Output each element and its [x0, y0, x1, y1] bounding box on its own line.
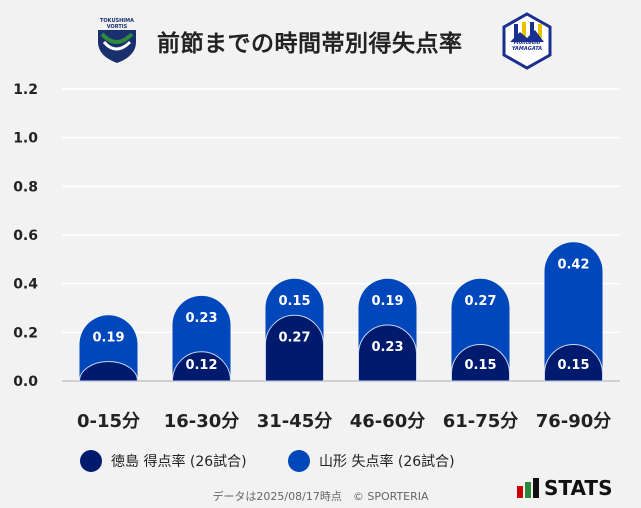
bar-away-conceded — [544, 242, 603, 381]
data-label-away: 0.19 — [92, 330, 124, 345]
legend-label-away: 山形 失点率 (26試合) — [319, 454, 455, 470]
data-label-away: 0.19 — [371, 294, 403, 309]
x-tick-label: 46-60分 — [350, 411, 426, 432]
y-tick-label: 1.2 — [13, 82, 38, 98]
legend-swatch-away — [288, 450, 310, 472]
home-team-logo — [98, 30, 136, 63]
legend-item-away: 山形 失点率 (26試合) — [288, 450, 455, 472]
bar-home-scored — [78, 361, 139, 382]
bar-chart: 0.0 0.2 0.4 0.6 0.8 1.0 1.2 0.19 0-15分 0.23 0.12 16… — [13, 82, 620, 432]
x-tick-label: 31-45分 — [257, 411, 333, 432]
away-logo-text: Montedio YAMAGATA — [511, 40, 543, 52]
data-label-away: 0.42 — [557, 257, 589, 272]
stats-brand: STATS — [517, 476, 612, 500]
stats-logo-icon — [517, 478, 539, 498]
y-tick-label: 0.2 — [13, 325, 38, 341]
x-tick-label: 76-90分 — [536, 411, 612, 432]
y-tick-label: 0.6 — [13, 228, 38, 244]
bar-home-scored — [172, 351, 231, 382]
y-tick-label: 1.0 — [13, 131, 38, 147]
y-tick-label: 0.0 — [13, 374, 38, 390]
bar-home-scored — [358, 324, 417, 382]
x-tick-label: 0-15分 — [77, 411, 140, 432]
stats-brand-text: STATS — [544, 476, 613, 500]
data-label-home: 0.15 — [464, 358, 496, 373]
away-team-logo — [502, 12, 552, 70]
chart-title: 前節までの時間帯別得失点率 — [157, 31, 463, 57]
data-label-away: 0.15 — [278, 294, 310, 309]
footer-note: データは2025/08/17時点 © SPORTERIA — [212, 490, 429, 503]
data-label-home: 0.12 — [185, 358, 217, 373]
data-label-home: 0.15 — [557, 358, 589, 373]
home-logo-text: TOKUSHIMA VORTIS — [100, 18, 134, 30]
y-tick-label: 0.8 — [13, 179, 38, 195]
x-tick-label: 16-30分 — [164, 411, 240, 432]
data-label-away: 0.27 — [464, 294, 496, 309]
legend-label-home: 徳島 得点率 (26試合) — [111, 454, 247, 470]
bar-home-scored — [451, 344, 510, 382]
legend-swatch-home — [80, 450, 102, 472]
data-label-home: 0.27 — [278, 330, 310, 345]
data-label-away: 0.23 — [185, 311, 217, 326]
x-tick-label: 61-75分 — [443, 411, 519, 432]
bar-home-scored — [265, 314, 324, 382]
bar-home-scored — [544, 344, 603, 382]
data-label-home: 0.23 — [371, 340, 403, 355]
legend-item-home: 徳島 得点率 (26試合) — [80, 450, 247, 472]
y-tick-label: 0.4 — [13, 277, 38, 293]
